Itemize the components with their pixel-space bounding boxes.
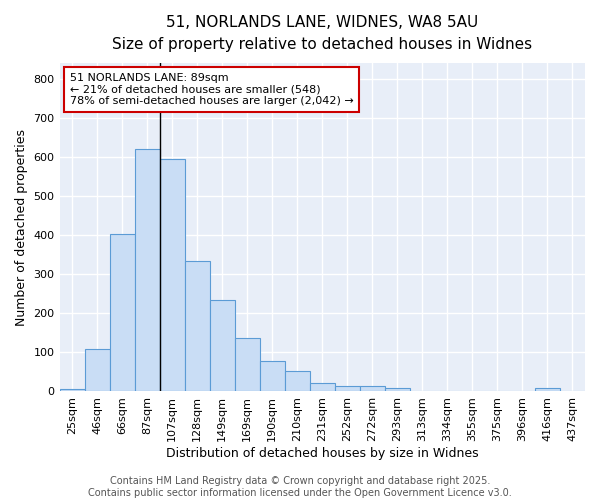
Bar (310, 383, 335, 392)
Bar (134, 149, 160, 392)
Title: 51, NORLANDS LANE, WIDNES, WA8 5AU
Size of property relative to detached houses : 51, NORLANDS LANE, WIDNES, WA8 5AU Size … (112, 15, 532, 52)
Bar (85, 349, 110, 392)
Bar (110, 234, 134, 392)
Bar (260, 361, 285, 392)
Bar (160, 159, 185, 392)
Bar (385, 388, 410, 392)
Bar (185, 262, 209, 392)
Bar (335, 386, 360, 392)
Bar (285, 371, 310, 392)
Bar (360, 386, 385, 392)
Bar (59, 388, 85, 392)
X-axis label: Distribution of detached houses by size in Widnes: Distribution of detached houses by size … (166, 447, 479, 460)
Bar (235, 338, 260, 392)
Text: Contains HM Land Registry data © Crown copyright and database right 2025.
Contai: Contains HM Land Registry data © Crown c… (88, 476, 512, 498)
Text: 51 NORLANDS LANE: 89sqm
← 21% of detached houses are smaller (548)
78% of semi-d: 51 NORLANDS LANE: 89sqm ← 21% of detache… (70, 73, 354, 106)
Bar (209, 300, 235, 392)
Y-axis label: Number of detached properties: Number of detached properties (15, 129, 28, 326)
Bar (535, 388, 560, 392)
